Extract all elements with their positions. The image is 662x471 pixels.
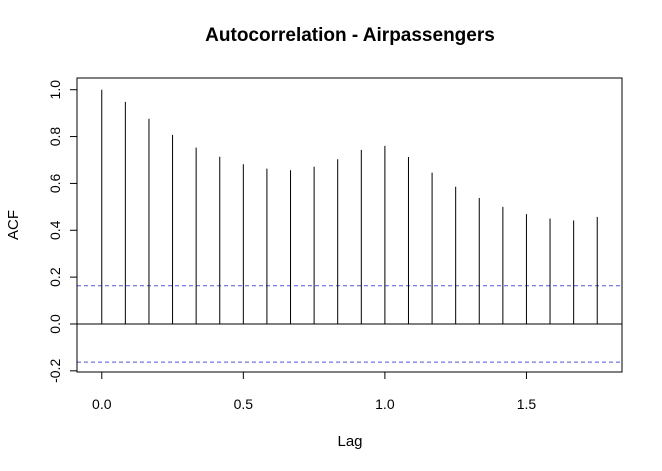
- x-tick-label-0: 0.0: [92, 396, 112, 412]
- plot-frame: [76, 77, 623, 373]
- x-axis-label: Lag: [337, 433, 362, 450]
- y-axis-label: ACF: [5, 210, 22, 240]
- y-tick-label-3: 0.4: [47, 220, 63, 240]
- y-axis: -0.2 0.0 0.2 0.4 0.6 0.8 1.0: [47, 80, 78, 383]
- y-tick-label-5: 0.8: [47, 127, 63, 147]
- y-tick-label-4: 0.6: [47, 173, 63, 193]
- y-tick-label-0: -0.2: [47, 359, 63, 383]
- x-tick-label-3: 1.5: [517, 396, 537, 412]
- x-tick-label-2: 1.0: [375, 396, 395, 412]
- x-axis: 0.0 0.5 1.0 1.5: [92, 371, 537, 412]
- plot-area: [77, 89, 622, 363]
- x-tick-label-1: 0.5: [234, 396, 254, 412]
- y-tick-label-1: 0.0: [47, 314, 63, 334]
- y-tick-label-2: 0.2: [47, 267, 63, 287]
- chart-title: Autocorrelation - Airpassengers: [205, 25, 495, 46]
- y-tick-label-6: 1.0: [47, 80, 63, 100]
